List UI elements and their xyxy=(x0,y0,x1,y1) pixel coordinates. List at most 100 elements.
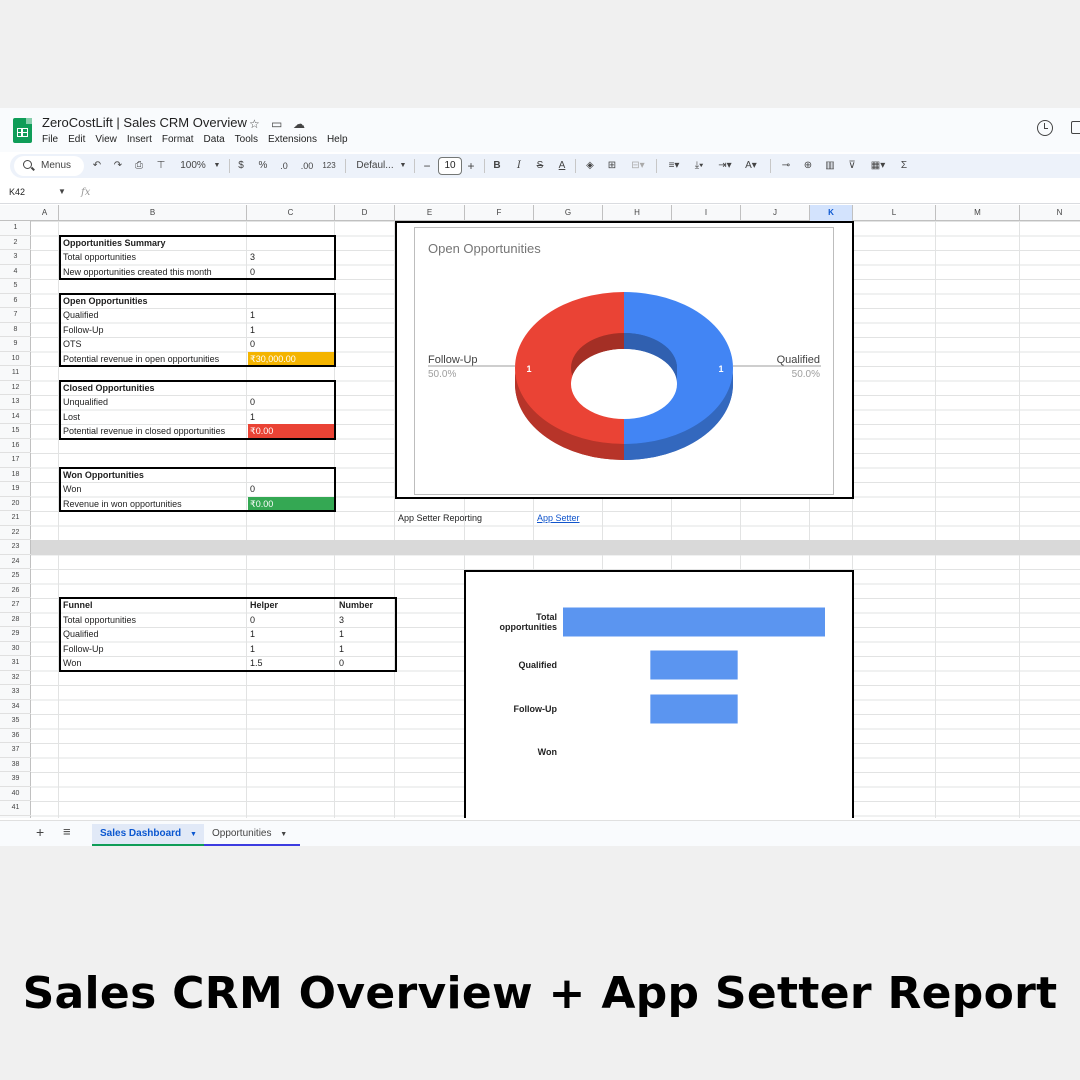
row-header[interactable]: 12 xyxy=(0,381,31,395)
text-wrapping-icon[interactable]: ⇥▾ xyxy=(718,160,732,171)
row-header[interactable]: 7 xyxy=(0,308,31,323)
star-icon[interactable]: ☆ xyxy=(249,117,260,131)
cloud-status-icon[interactable]: ☁ xyxy=(293,117,305,131)
closed-row-label[interactable]: Unqualified xyxy=(63,397,109,407)
summary-row-value[interactable]: 3 xyxy=(250,252,256,262)
summary-row-label[interactable]: Total opportunities xyxy=(63,252,137,262)
row-header[interactable]: 5 xyxy=(0,279,31,294)
summary-title[interactable]: Opportunities Summary xyxy=(63,237,166,248)
column-header-i[interactable]: I xyxy=(672,205,741,221)
redo-icon[interactable]: ↷ xyxy=(113,160,123,171)
row-header[interactable]: 2 xyxy=(0,236,31,250)
font-select[interactable]: Defaul... xyxy=(356,160,394,171)
row-header[interactable]: 40 xyxy=(0,787,31,801)
row-header[interactable]: 4 xyxy=(0,265,31,279)
paint-format-icon[interactable]: ⊤ xyxy=(156,160,166,171)
column-header-g[interactable]: G xyxy=(534,205,603,221)
row-header[interactable]: 32 xyxy=(0,671,31,685)
funnel-cell[interactable]: 0 xyxy=(339,658,345,668)
summary-row-value[interactable]: 0 xyxy=(250,266,256,277)
open-revenue-value[interactable]: ₹30,000.00 xyxy=(250,353,296,364)
funnel-bar[interactable] xyxy=(650,650,738,680)
tab-caret-icon[interactable]: ▼ xyxy=(189,831,197,838)
app-setter-label[interactable]: App Setter Reporting xyxy=(398,513,483,523)
row-header[interactable]: 35 xyxy=(0,714,31,729)
fill-color-icon[interactable]: ◈ xyxy=(586,160,594,171)
column-header-f[interactable]: F xyxy=(465,205,534,221)
row-header[interactable]: 25 xyxy=(0,569,31,584)
closed-row-value[interactable]: 0 xyxy=(250,397,256,407)
open-row-label[interactable]: Qualified xyxy=(63,310,99,320)
funnel-cell[interactable]: 1 xyxy=(339,629,345,639)
bold-button[interactable]: B xyxy=(493,160,501,171)
funnel-header[interactable]: Funnel xyxy=(63,600,93,610)
zoom-select[interactable]: 100% xyxy=(180,160,206,171)
menu-insert[interactable]: Insert xyxy=(126,134,152,145)
funnel-cell[interactable]: 0 xyxy=(250,614,256,625)
insert-link-icon[interactable]: ⊸ xyxy=(781,160,791,171)
row-header[interactable]: 36 xyxy=(0,729,31,743)
decrease-decimals-button[interactable]: .0 xyxy=(280,161,288,171)
closed-title[interactable]: Closed Opportunities xyxy=(63,382,155,393)
row-header[interactable]: 3 xyxy=(0,250,31,265)
open-opportunities-chart[interactable]: Open Opportunities 1 Qualified 50.0% 1 Follo… xyxy=(395,221,854,499)
column-header-m[interactable]: M xyxy=(936,205,1020,221)
open-row-value[interactable]: 1 xyxy=(250,324,256,335)
row-header[interactable]: 33 xyxy=(0,685,31,700)
font-size-input[interactable]: 10 xyxy=(438,157,462,175)
won-title[interactable]: Won Opportunities xyxy=(63,469,144,480)
add-sheet-button[interactable]: + xyxy=(36,824,45,840)
won-revenue-label[interactable]: Revenue in won opportunities xyxy=(63,498,182,509)
menu-help[interactable]: Help xyxy=(326,134,348,145)
row-header[interactable]: 17 xyxy=(0,453,31,468)
column-header-l[interactable]: L xyxy=(853,205,936,221)
row-header[interactable]: 10 xyxy=(0,352,31,366)
all-sheets-icon[interactable]: ≡ xyxy=(63,824,71,839)
currency-button[interactable]: $ xyxy=(238,160,244,171)
row-header[interactable]: 21 xyxy=(0,511,31,526)
open-revenue-label[interactable]: Potential revenue in open opportunities xyxy=(63,353,220,364)
closed-revenue-value[interactable]: ₹0.00 xyxy=(250,426,274,436)
won-row-value[interactable]: 0 xyxy=(250,484,256,494)
menu-extensions[interactable]: Extensions xyxy=(268,134,317,145)
row-header[interactable]: 37 xyxy=(0,743,31,758)
row-header[interactable]: 15 xyxy=(0,424,31,439)
row-header[interactable]: 28 xyxy=(0,613,31,627)
sheets-logo-icon[interactable] xyxy=(13,118,32,143)
column-header-d[interactable]: D xyxy=(335,205,395,221)
summary-row-label[interactable]: New opportunities created this month xyxy=(63,266,212,277)
comments-icon[interactable] xyxy=(1071,121,1080,134)
funnel-bar[interactable] xyxy=(563,607,825,637)
row-header[interactable]: 18 xyxy=(0,468,31,482)
closed-row-value[interactable]: 1 xyxy=(250,411,256,422)
document-title[interactable]: ZeroCostLift | Sales CRM Overview xyxy=(42,115,247,130)
row-header[interactable]: 23 xyxy=(0,540,31,555)
text-rotation-icon[interactable]: A▾ xyxy=(745,160,757,171)
funnel-bar[interactable] xyxy=(650,694,738,724)
number-format-button[interactable]: 123 xyxy=(322,161,336,170)
menu-tools[interactable]: Tools xyxy=(234,134,259,145)
font-size-increase-button[interactable]: + xyxy=(467,159,475,173)
open-row-value[interactable]: 0 xyxy=(250,339,256,349)
won-revenue-value[interactable]: ₹0.00 xyxy=(250,498,274,509)
row-header[interactable]: 9 xyxy=(0,337,31,352)
tab-opportunities[interactable]: Opportunities ▼ xyxy=(204,824,300,846)
column-header-n[interactable]: N xyxy=(1020,205,1080,221)
row-header[interactable]: 19 xyxy=(0,482,31,497)
menu-format[interactable]: Format xyxy=(161,134,194,145)
tab-sales-dashboard[interactable]: Sales Dashboard ▼ xyxy=(92,824,204,846)
row-header[interactable]: 13 xyxy=(0,395,31,410)
app-setter-link[interactable]: App Setter xyxy=(537,513,580,523)
filter-views-icon[interactable]: ▦▾ xyxy=(870,160,886,171)
vertical-align-icon[interactable]: ⤓▾ xyxy=(694,160,704,171)
row-header[interactable]: 38 xyxy=(0,758,31,772)
row-header[interactable]: 11 xyxy=(0,366,31,381)
row-header[interactable]: 39 xyxy=(0,772,31,787)
row-header[interactable]: 14 xyxy=(0,410,31,424)
funnel-cell[interactable]: 1 xyxy=(250,643,256,654)
zoom-caret-icon[interactable]: ▼ xyxy=(213,162,221,169)
column-header-k[interactable]: K xyxy=(810,205,853,221)
undo-icon[interactable]: ↶ xyxy=(92,160,102,171)
funnel-cell[interactable]: Qualified xyxy=(63,629,99,639)
